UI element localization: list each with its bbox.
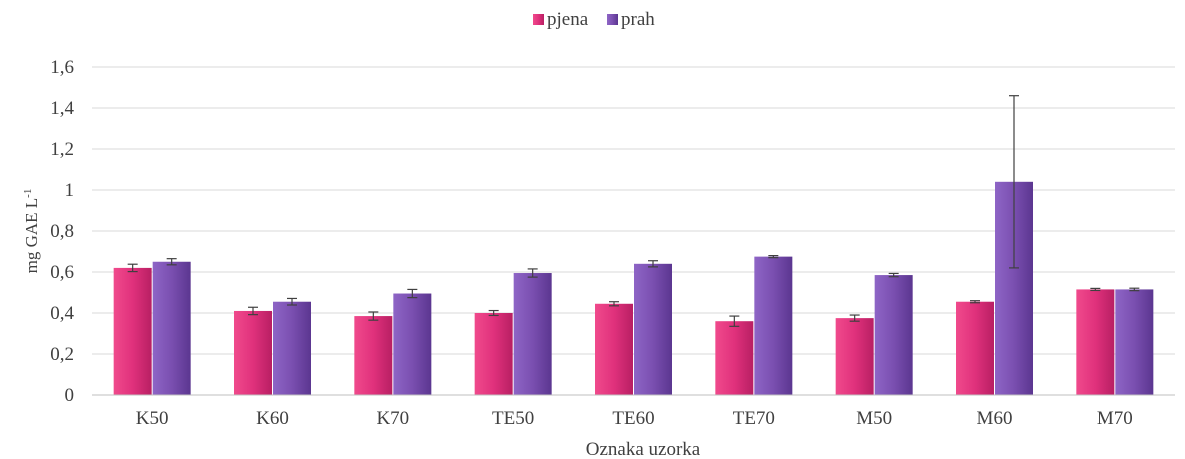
x-tick-label: K60: [256, 408, 289, 429]
y-tick-label: 0: [65, 385, 75, 406]
y-tick-label: 1,6: [50, 57, 74, 78]
y-axis-title-superscript: -1: [22, 189, 34, 198]
bar-prah-K70: [393, 293, 432, 395]
x-tick-labels: K50 K60 K70 TE50 TE60 TE70 M50 M60 M70: [136, 408, 1133, 429]
bar-pjena-TE70: [715, 321, 754, 395]
y-tick-label: 0,4: [50, 303, 74, 324]
bars: [113, 181, 1154, 395]
bar-prah-TE60: [634, 263, 672, 395]
x-tick-label: M60: [977, 408, 1013, 429]
x-tick-label: K70: [376, 408, 409, 429]
bar-pjena-K50: [113, 267, 152, 395]
legend: pjena prah: [533, 9, 655, 30]
bar-pjena-TE60: [595, 303, 633, 395]
bar-pjena-M70: [1076, 289, 1115, 395]
bar-pjena-M60: [956, 301, 994, 395]
x-tick-label: TE60: [612, 408, 654, 429]
bar-prah-TE70: [754, 256, 793, 395]
bar-pjena-TE50: [474, 313, 513, 395]
bar-pjena-M50: [835, 318, 874, 395]
legend-label-prah: prah: [621, 9, 655, 30]
y-axis-title-text: mg GAE L: [22, 198, 41, 274]
bar-pjena-K60: [234, 310, 272, 395]
y-tick-label: 1,2: [50, 139, 74, 160]
bar-pjena-K70: [354, 316, 393, 395]
x-tick-label: M70: [1097, 408, 1133, 429]
bar-prah-TE50: [513, 273, 552, 395]
y-tick-label: 0,2: [50, 344, 74, 365]
bar-prah-K60: [273, 301, 311, 395]
y-axis-title: mg GAE L-1: [22, 189, 41, 274]
y-tick-label: 0,6: [50, 262, 74, 283]
x-axis-title: Oznaka uzorka: [586, 439, 701, 459]
bar-prah-M50: [874, 275, 913, 395]
bar-prah-K50: [152, 261, 191, 395]
error-bars: [127, 95, 1140, 327]
y-tick-label: 0,8: [50, 221, 74, 242]
x-tick-label: K50: [136, 408, 169, 429]
bar-prah-M70: [1115, 289, 1154, 395]
legend-swatch-prah: [607, 14, 618, 25]
legend-label-pjena: pjena: [547, 9, 589, 30]
x-tick-label: M50: [856, 408, 892, 429]
x-tick-label: TE70: [733, 408, 775, 429]
x-tick-label: TE50: [492, 408, 534, 429]
legend-swatch-pjena: [533, 14, 544, 25]
y-tick-label: 1: [65, 180, 75, 201]
gridlines: [92, 66, 1175, 355]
y-tick-label: 1,4: [50, 98, 74, 119]
y-tick-labels: 0 0,2 0,4 0,6 0,8 1 1,2 1,4 1,6: [50, 57, 74, 406]
